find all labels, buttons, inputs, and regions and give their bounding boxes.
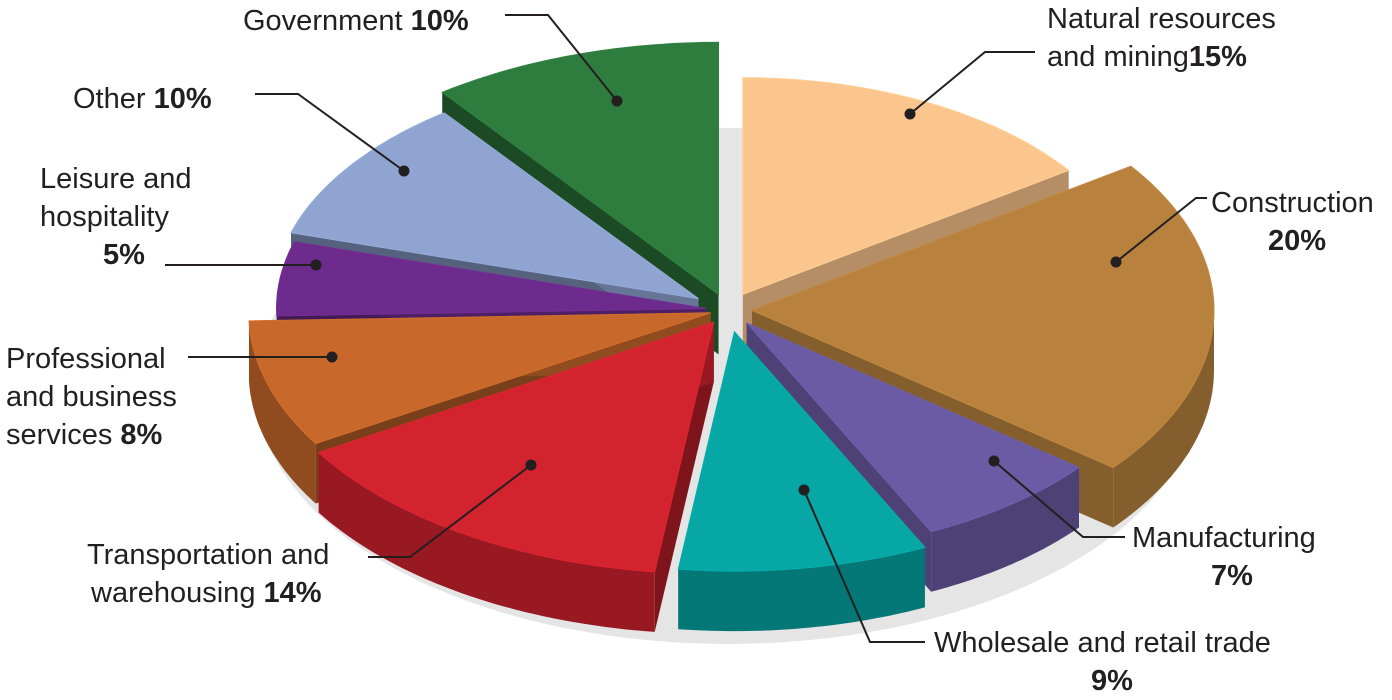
label-leisure-line2: hospitality — [40, 201, 169, 233]
leader-dot-government — [611, 95, 623, 107]
label-other-pct: 10% — [153, 83, 212, 115]
label-natural-line2: and mining — [1047, 41, 1189, 73]
leader-dot-natural — [904, 108, 916, 120]
pie-slices — [248, 41, 1215, 573]
label-natural-resources: Natural resources and mining15% — [1047, 0, 1276, 76]
label-construction-pct: 20% — [1268, 225, 1327, 257]
label-construction: Construction 20% — [1211, 184, 1391, 260]
leader-line-construction — [1115, 197, 1207, 263]
label-wholesale-pct: 9% — [1091, 665, 1133, 697]
label-government-name: Government — [243, 5, 403, 37]
slice-transport — [317, 321, 715, 573]
leader-dot-professional — [326, 351, 338, 363]
leader-line-government — [505, 14, 618, 102]
label-other-name: Other — [73, 83, 146, 115]
label-transport-line1: Transportation and — [87, 539, 330, 571]
slice-rim-construction — [1113, 310, 1214, 528]
slice-rim-professional — [249, 320, 316, 504]
label-transport-line2: warehousing — [91, 577, 256, 609]
leader-dot-leisure — [310, 259, 322, 271]
slice-construction — [750, 165, 1215, 469]
leader-dot-transport — [525, 459, 537, 471]
label-professional-pct: 8% — [120, 419, 163, 451]
leader-line-natural — [909, 51, 1035, 115]
slice-rim-manufacturing — [931, 467, 1079, 592]
slice-government — [441, 41, 719, 296]
label-transport-pct: 14% — [263, 577, 322, 609]
leader-dot-manufacturing — [988, 455, 1000, 467]
label-government-pct: 10% — [410, 5, 469, 37]
label-manufacturing-name: Manufacturing — [1132, 522, 1316, 554]
leader-dot-wholesale — [798, 484, 810, 496]
label-construction-name: Construction — [1211, 187, 1374, 219]
label-natural-line1: Natural resources — [1047, 3, 1276, 35]
label-other: Other 10% — [73, 80, 212, 118]
label-manufacturing: Manufacturing 7% — [1132, 519, 1342, 595]
label-government: Government 10% — [243, 2, 469, 40]
leader-dot-other — [398, 165, 410, 177]
slice-rim-wholesale — [678, 547, 925, 632]
label-professional-line2: and business — [6, 381, 177, 413]
leader-line-other — [255, 93, 405, 172]
label-professional: Professional and business services 8% — [6, 340, 177, 454]
slice-other — [290, 112, 699, 300]
slice-manufacturing — [746, 322, 1081, 533]
leader-line-transport — [368, 464, 532, 558]
slice-professional — [248, 312, 711, 445]
label-leisure-pct: 5% — [103, 239, 145, 271]
slice-natural — [742, 77, 1070, 296]
label-transportation: Transportation and warehousing 14% — [87, 536, 329, 612]
label-professional-line1: Professional — [6, 343, 166, 375]
slice-rim-transport — [318, 452, 655, 632]
label-professional-line3: services — [6, 419, 113, 451]
label-leisure: Leisure and hospitality 5% — [40, 160, 198, 274]
leader-lines — [165, 14, 1207, 643]
slice-leisure — [276, 241, 707, 317]
leader-line-wholesale — [803, 489, 925, 643]
label-wholesale: Wholesale and retail trade 9% — [934, 624, 1299, 700]
label-leisure-line1: Leisure and — [40, 163, 192, 195]
slice-wall-transport-start — [654, 321, 714, 632]
leader-dot-construction — [1110, 256, 1122, 268]
leader-line-manufacturing — [993, 460, 1125, 538]
slice-wholesale — [677, 330, 926, 572]
label-wholesale-name: Wholesale and retail trade — [934, 627, 1271, 659]
label-manufacturing-pct: 7% — [1211, 560, 1253, 592]
label-natural-pct: 15% — [1188, 41, 1247, 73]
